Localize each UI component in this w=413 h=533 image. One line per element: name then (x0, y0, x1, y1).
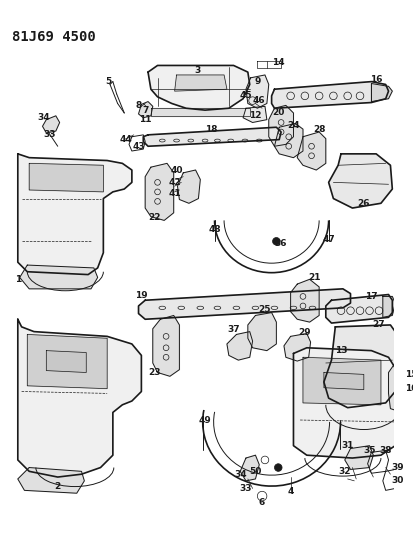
Polygon shape (138, 102, 152, 118)
Text: 7: 7 (142, 106, 148, 115)
Polygon shape (245, 75, 268, 108)
Polygon shape (29, 163, 103, 192)
Text: 16: 16 (369, 75, 382, 84)
Text: 81J69 4500: 81J69 4500 (12, 30, 96, 44)
Text: 12: 12 (249, 111, 261, 120)
Text: 21: 21 (307, 273, 320, 282)
Polygon shape (302, 357, 380, 405)
Polygon shape (143, 127, 280, 146)
Polygon shape (242, 106, 266, 123)
Text: 49: 49 (198, 416, 211, 424)
Polygon shape (20, 265, 97, 289)
Polygon shape (382, 296, 394, 317)
Text: 18: 18 (205, 125, 218, 134)
Polygon shape (323, 325, 394, 408)
Polygon shape (297, 132, 325, 170)
Text: 43: 43 (132, 142, 145, 151)
Text: 13: 13 (334, 346, 347, 355)
Text: 19: 19 (135, 291, 147, 300)
Polygon shape (18, 319, 141, 477)
Text: 40: 40 (170, 166, 183, 174)
Text: 50: 50 (249, 467, 261, 476)
Polygon shape (387, 360, 411, 413)
Text: 4: 4 (287, 487, 293, 496)
Polygon shape (43, 116, 59, 133)
Text: 11: 11 (139, 115, 151, 124)
Polygon shape (290, 279, 318, 322)
Text: 3: 3 (194, 66, 200, 75)
Polygon shape (293, 348, 397, 458)
Text: 26: 26 (357, 199, 369, 208)
Text: 27: 27 (372, 320, 385, 329)
Text: 45: 45 (239, 91, 252, 100)
Polygon shape (328, 154, 392, 208)
Polygon shape (174, 75, 226, 91)
Text: 9: 9 (254, 77, 260, 86)
Text: 48: 48 (208, 225, 221, 235)
Text: 1: 1 (14, 275, 21, 284)
Polygon shape (148, 66, 249, 110)
Text: 5: 5 (105, 77, 111, 86)
Text: 23: 23 (148, 368, 161, 377)
Polygon shape (177, 170, 200, 203)
Polygon shape (145, 163, 173, 221)
Text: 31: 31 (341, 441, 353, 450)
Polygon shape (18, 154, 132, 274)
Text: 34: 34 (37, 113, 50, 122)
Polygon shape (46, 351, 86, 373)
Text: 14: 14 (271, 58, 284, 67)
Text: 33: 33 (44, 131, 56, 139)
Polygon shape (274, 124, 302, 158)
Polygon shape (247, 312, 276, 351)
Text: 41: 41 (168, 189, 180, 198)
Text: 46: 46 (252, 96, 265, 105)
Polygon shape (27, 335, 107, 389)
Polygon shape (240, 455, 259, 481)
Polygon shape (344, 446, 373, 470)
Text: 28: 28 (312, 125, 325, 134)
Text: 37: 37 (227, 325, 239, 334)
Text: 42: 42 (168, 178, 180, 187)
Polygon shape (18, 467, 84, 493)
Text: 32: 32 (338, 467, 350, 476)
Polygon shape (150, 108, 249, 116)
Text: 34: 34 (233, 470, 246, 479)
Text: 15: 15 (404, 370, 413, 379)
Text: 22: 22 (148, 213, 161, 222)
Text: 33: 33 (239, 484, 252, 493)
Text: 6: 6 (259, 498, 265, 507)
Circle shape (274, 464, 281, 471)
Text: 8: 8 (135, 101, 141, 110)
Text: 17: 17 (364, 292, 377, 301)
Polygon shape (283, 334, 310, 361)
Text: 39: 39 (391, 463, 404, 472)
Text: 38: 38 (378, 446, 391, 455)
Polygon shape (325, 295, 392, 323)
Polygon shape (268, 106, 293, 146)
Text: 10: 10 (404, 384, 413, 393)
Text: 35: 35 (362, 446, 375, 455)
Polygon shape (370, 84, 392, 102)
Text: 36: 36 (274, 239, 287, 248)
Text: 25: 25 (258, 305, 271, 314)
Text: 30: 30 (391, 477, 403, 486)
Text: 47: 47 (321, 235, 334, 244)
Polygon shape (271, 82, 387, 108)
Text: 24: 24 (287, 121, 299, 130)
Text: 2: 2 (55, 482, 61, 491)
Polygon shape (226, 332, 252, 360)
Text: 29: 29 (298, 328, 311, 337)
Circle shape (272, 238, 280, 245)
Polygon shape (323, 373, 363, 390)
Text: 44: 44 (119, 135, 132, 144)
Text: 20: 20 (271, 109, 284, 117)
Polygon shape (152, 316, 179, 376)
Polygon shape (138, 289, 350, 319)
